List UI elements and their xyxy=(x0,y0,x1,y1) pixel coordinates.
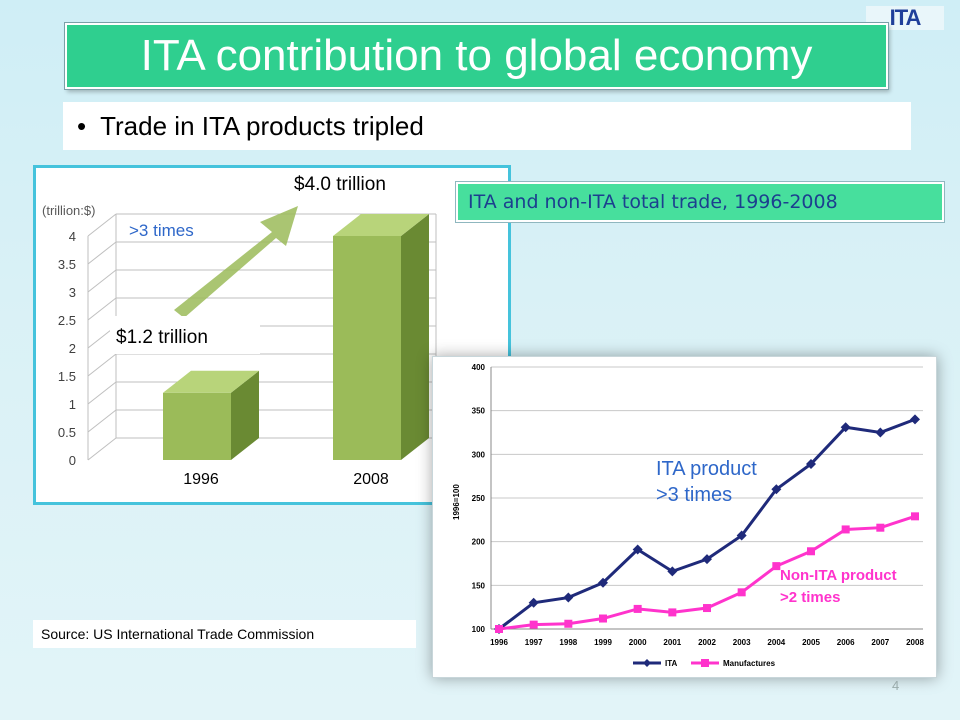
y-axis-label: 1996=100 xyxy=(452,484,461,520)
y-tick-label: 300 xyxy=(472,450,486,459)
ita-point xyxy=(702,554,712,565)
y-tick-label: 350 xyxy=(472,407,486,416)
manufactures-point xyxy=(633,604,642,613)
manufactures-point xyxy=(841,525,850,534)
legend-manufactures-label: Manufactures xyxy=(723,659,776,668)
manufactures-point xyxy=(495,625,503,633)
ita-annotation: ITA product >3 times xyxy=(656,458,757,506)
ita-point xyxy=(667,566,678,577)
ita-point xyxy=(528,597,539,608)
grid-diagonal xyxy=(87,353,117,377)
x-tick-label: 1998 xyxy=(559,638,577,647)
manufactures-point xyxy=(703,604,711,613)
y-tick-label: 3 xyxy=(69,285,76,300)
x-tick-label: 2004 xyxy=(767,638,785,647)
y-axis-unit: (trillion:$) xyxy=(42,203,95,218)
data-label-1996: $1.2 trillion xyxy=(116,327,208,348)
manufactures-point xyxy=(529,620,538,629)
manufactures-point xyxy=(599,614,607,623)
grid-diagonal xyxy=(87,409,117,433)
grid-diagonal xyxy=(87,241,117,265)
ita-point xyxy=(806,458,816,469)
legend-manufactures-marker xyxy=(701,659,709,667)
y-tick-label: 2.5 xyxy=(58,313,76,328)
y-tick-label: 250 xyxy=(472,494,486,503)
x-tick-label: 2005 xyxy=(802,638,820,647)
line-chart-title: ITA and non-ITA total trade, 1996-2008 xyxy=(468,191,838,213)
y-tick-label: 3.5 xyxy=(58,257,76,272)
page-number: 4 xyxy=(892,678,900,693)
x-tick-label: 2000 xyxy=(629,638,647,647)
line-chart-title-box: ITA and non-ITA total trade, 1996-2008 xyxy=(456,182,944,222)
x-tick-label: 2002 xyxy=(698,638,716,647)
legend-ita-label: ITA xyxy=(665,659,678,668)
bullet-box: • Trade in ITA products tripled xyxy=(63,102,911,150)
times-annotation: >3 times xyxy=(129,221,194,240)
x-tick-label: 2006 xyxy=(837,638,855,647)
x-tick-label: 1997 xyxy=(525,638,543,647)
data-label-bg xyxy=(110,316,260,354)
ita-point xyxy=(632,544,643,555)
bar-top xyxy=(333,214,429,236)
page-title: ITA contribution to global economy xyxy=(140,31,813,80)
x-tick-label: 2008 xyxy=(906,638,924,647)
x-tick-label: 2003 xyxy=(733,638,751,647)
y-tick-label: 1 xyxy=(69,397,76,412)
bar-side xyxy=(401,214,429,460)
ita-point xyxy=(598,577,608,588)
y-tick-label: 400 xyxy=(472,363,486,372)
growth-arrow xyxy=(174,206,298,318)
grid-diagonal xyxy=(87,381,117,405)
line-chart: 100 150 200 250 300 350 400 1996=100 1996 1997 199… xyxy=(452,363,924,668)
grid-diagonal xyxy=(87,437,117,461)
x-tick-label: 1996 xyxy=(183,471,219,488)
manufactures-point xyxy=(737,588,746,597)
x-tick-label: 1999 xyxy=(594,638,612,647)
x-tick-label: 2001 xyxy=(663,638,681,647)
y-tick-label: 2 xyxy=(69,341,76,356)
grid-diagonal xyxy=(87,213,117,237)
source-box: Source: US International Trade Commissio… xyxy=(33,620,416,648)
ita-point xyxy=(840,422,851,433)
y-tick-label: 1.5 xyxy=(58,369,76,384)
ita-point xyxy=(771,484,782,495)
title-banner: ITA contribution to global economy xyxy=(65,23,888,89)
manufactures-point xyxy=(807,547,815,556)
bar-side xyxy=(231,370,259,460)
grid-diagonal xyxy=(87,297,117,321)
manufactures-point xyxy=(911,512,919,521)
non-ita-annotation: Non-ITA product >2 times xyxy=(780,567,897,606)
y-tick-label: 100 xyxy=(472,625,486,634)
manufactures-point xyxy=(564,619,573,628)
bar-top xyxy=(163,370,259,393)
line-chart-panel: 100 150 200 250 300 350 400 1996=100 1996 1997 199… xyxy=(432,356,937,678)
x-tick-label: 1996 xyxy=(490,638,508,647)
ita-point xyxy=(875,427,886,438)
ita-point xyxy=(563,592,574,603)
manufactures-point xyxy=(668,608,677,617)
bullet-icon: • xyxy=(77,110,87,141)
bar xyxy=(163,392,231,460)
grid-diagonal xyxy=(87,269,117,293)
data-label-2008: $4.0 trillion xyxy=(294,174,386,195)
x-tick-label: 2008 xyxy=(353,471,389,488)
y-tick-label: 4 xyxy=(69,229,76,244)
ita-point xyxy=(736,530,747,541)
y-tick-label: 200 xyxy=(472,538,486,547)
manufactures-point xyxy=(772,562,781,571)
bullet-text: Trade in ITA products tripled xyxy=(100,110,424,141)
bar xyxy=(333,236,401,460)
y-tick-label: 0 xyxy=(69,453,76,468)
legend-ita-marker xyxy=(643,659,651,667)
bar-chart: (trillion:$) 0 0.5 1 1.5 2 2.5 3 3.5 4 >3 times 199… xyxy=(42,174,437,488)
manufactures-point xyxy=(876,523,885,532)
y-tick-label: 150 xyxy=(472,581,486,590)
source-text: Source: US International Trade Commissio… xyxy=(41,626,315,642)
y-tick-label: 0.5 xyxy=(58,425,76,440)
ita-point xyxy=(910,414,920,425)
bar-chart-panel: (trillion:$) 0 0.5 1 1.5 2 2.5 3 3.5 4 >3 times 199… xyxy=(33,165,511,505)
x-tick-label: 2007 xyxy=(871,638,889,647)
